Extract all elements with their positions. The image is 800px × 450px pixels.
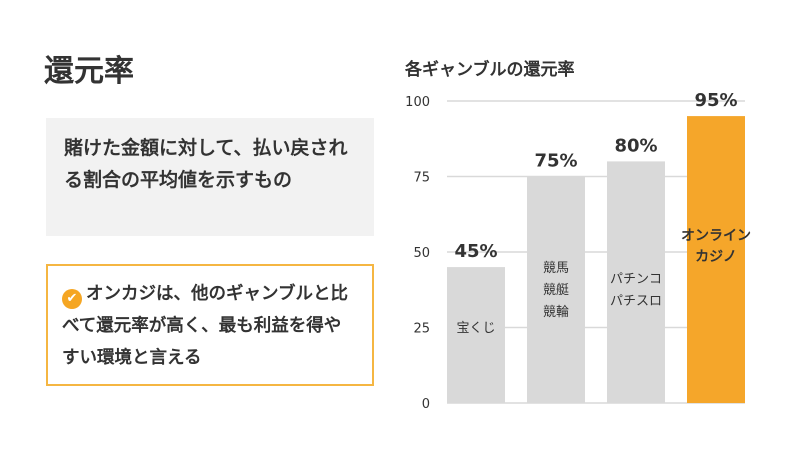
bar xyxy=(527,176,585,403)
note-box: ✔ オンカジは、他のギャンブルと比べて還元率が高く、最も利益を得やすい環境と言える xyxy=(46,264,374,386)
y-tick-label: 0 xyxy=(422,397,430,412)
check-circle-icon: ✔ xyxy=(62,289,82,309)
bar xyxy=(447,267,505,403)
data-label: 45% xyxy=(454,241,497,262)
category-label: カジノ xyxy=(695,249,737,265)
data-label: 80% xyxy=(614,135,657,156)
note-text: オンカジは、他のギャンブルと比べて還元率が高く、最も利益を得やすい環境と言える xyxy=(62,284,348,368)
y-tick-label: 50 xyxy=(413,246,430,261)
definition-box: 賭けた金額に対して、払い戻される割合の平均値を示すもの xyxy=(46,118,374,236)
page-title: 還元率 xyxy=(44,54,134,89)
category-label: 宝くじ xyxy=(456,321,495,336)
data-label: 75% xyxy=(534,151,577,172)
bar xyxy=(687,116,745,403)
chart-title: 各ギャンブルの還元率 xyxy=(405,60,575,80)
bar xyxy=(607,161,665,403)
category-label: オンライン xyxy=(681,228,751,244)
y-tick-label: 100 xyxy=(405,95,430,110)
category-label: 競艇 xyxy=(543,283,569,298)
category-label: パチンコ xyxy=(610,272,662,287)
category-label: パチスロ xyxy=(610,294,662,309)
y-tick-label: 25 xyxy=(413,322,430,337)
category-label: 競馬 xyxy=(543,261,569,276)
y-tick-label: 75 xyxy=(413,171,430,186)
category-label: 競輪 xyxy=(543,304,569,320)
data-label: 95% xyxy=(694,90,737,111)
